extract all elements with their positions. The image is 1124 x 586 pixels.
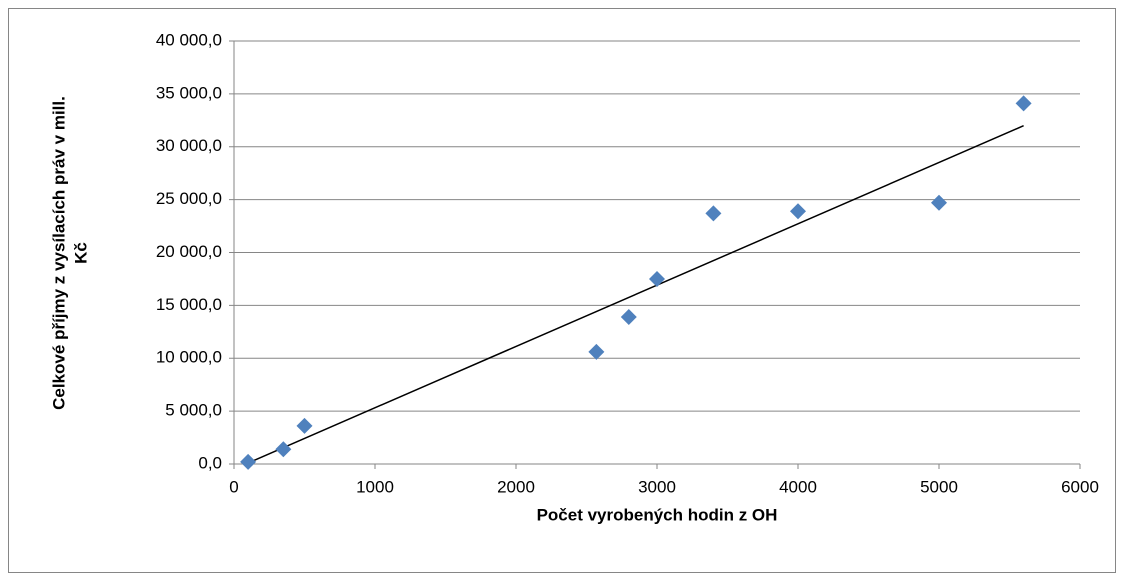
- x-tick-label: 1000: [356, 477, 394, 496]
- y-tick-label: 35 000,0: [156, 83, 222, 102]
- x-tick-label: 4000: [779, 477, 817, 496]
- point: [296, 417, 313, 434]
- x-tick-label: 6000: [1061, 477, 1099, 496]
- y-axis-title: Celkové příjmy z vysílacích práv v mill.…: [49, 96, 90, 410]
- y-tick-label: 15 000,0: [156, 295, 222, 314]
- point: [240, 453, 257, 470]
- point: [705, 205, 722, 222]
- x-tick-label: 5000: [920, 477, 958, 496]
- y-tick-label: 30 000,0: [156, 136, 222, 155]
- y-tick-label: 5 000,0: [165, 401, 222, 420]
- point: [931, 194, 947, 211]
- y-tick-label: 20 000,0: [156, 242, 222, 261]
- x-tick-label: 0: [229, 477, 238, 496]
- point: [1015, 95, 1032, 112]
- x-tick-label: 3000: [638, 477, 676, 496]
- point: [649, 270, 665, 287]
- y-tick-label: 10 000,0: [156, 348, 222, 367]
- x-tick-label: 2000: [497, 477, 535, 496]
- point: [620, 309, 637, 326]
- chart-border: [8, 8, 1116, 573]
- y-tick-label: 0,0: [198, 453, 222, 472]
- point: [275, 441, 292, 458]
- point: [790, 203, 806, 220]
- y-tick-label: 25 000,0: [156, 189, 222, 208]
- y-tick-label: 40 000,0: [156, 30, 222, 49]
- y-axis-title-line: Celkové příjmy z vysílacích práv v mill.: [49, 96, 68, 410]
- y-axis-title-line: Kč: [71, 242, 90, 264]
- x-axis-title: Počet vyrobených hodin z OH: [537, 505, 778, 524]
- point: [588, 343, 605, 360]
- trendline: [247, 125, 1024, 464]
